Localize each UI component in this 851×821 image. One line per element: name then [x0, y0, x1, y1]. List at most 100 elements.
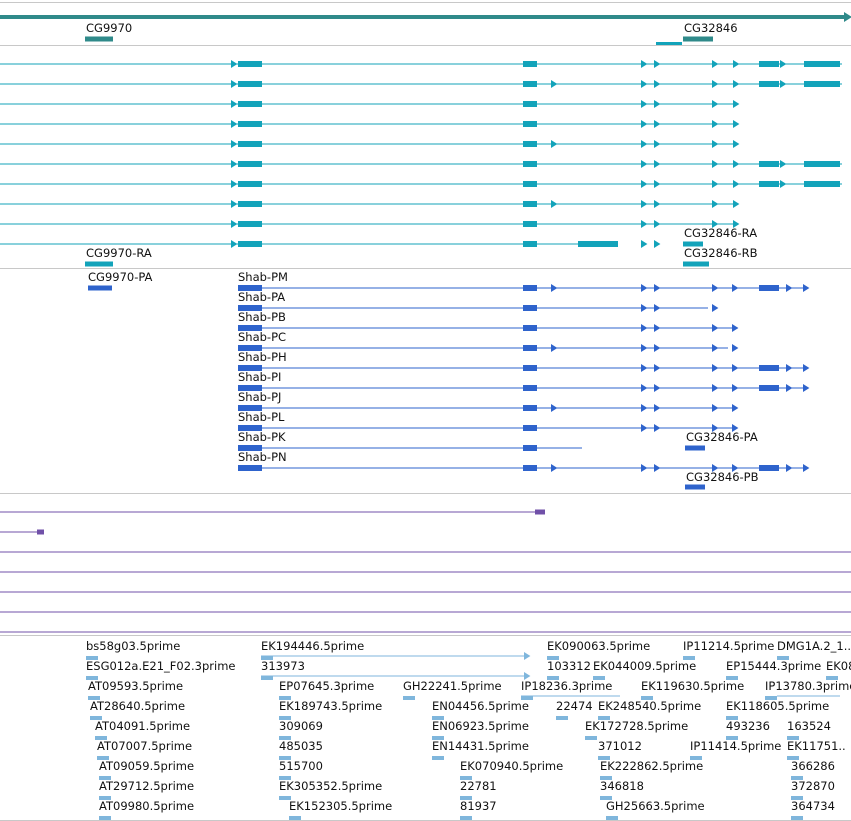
- est-feature[interactable]: [726, 736, 738, 740]
- protein-strand-arrow[interactable]: [786, 364, 793, 372]
- mrna-strand-arrow[interactable]: [654, 140, 661, 148]
- protein-exon[interactable]: [523, 325, 537, 331]
- protein-strand-arrow[interactable]: [641, 344, 648, 352]
- est-feature[interactable]: [777, 656, 789, 660]
- mrna-strand-arrow[interactable]: [231, 160, 238, 168]
- est-feature[interactable]: [86, 676, 98, 680]
- est-feature[interactable]: [261, 676, 273, 680]
- mrna-strand-arrow[interactable]: [712, 140, 719, 148]
- est-feature[interactable]: [460, 796, 472, 800]
- gene-strand-arrow[interactable]: [844, 12, 851, 22]
- protein-strand-arrow[interactable]: [641, 404, 648, 412]
- mrna-strand-arrow[interactable]: [654, 200, 661, 208]
- protein-strand-arrow[interactable]: [786, 284, 793, 292]
- est-feature[interactable]: [432, 736, 444, 740]
- mrna-strand-arrow[interactable]: [231, 100, 238, 108]
- protein-exon[interactable]: [238, 325, 262, 331]
- est-feature[interactable]: [547, 676, 559, 680]
- protein-exon[interactable]: [238, 445, 262, 451]
- protein-exon[interactable]: [759, 285, 779, 291]
- est-feature[interactable]: [556, 716, 568, 720]
- mrna-strand-arrow[interactable]: [654, 120, 661, 128]
- protein-strand-arrow[interactable]: [654, 424, 661, 432]
- mrna-exon[interactable]: [523, 101, 537, 107]
- mrna-strand-arrow[interactable]: [712, 60, 719, 68]
- mrna-exon[interactable]: [759, 161, 779, 167]
- protein-strand-arrow[interactable]: [732, 464, 739, 472]
- protein-strand-arrow[interactable]: [712, 344, 719, 352]
- mrna-strand-arrow[interactable]: [641, 100, 648, 108]
- protein-strand-arrow[interactable]: [803, 464, 810, 472]
- protein-strand-arrow[interactable]: [732, 424, 739, 432]
- mrna-strand-arrow[interactable]: [780, 60, 787, 68]
- mrna-exon[interactable]: [523, 241, 537, 247]
- mrna-exon[interactable]: [759, 181, 779, 187]
- est-feature[interactable]: [86, 656, 98, 660]
- est-feature[interactable]: [261, 656, 273, 660]
- protein-strand-arrow[interactable]: [803, 364, 810, 372]
- mrna-strand-arrow[interactable]: [712, 180, 719, 188]
- protein-strand-arrow[interactable]: [712, 424, 719, 432]
- protein-strand-arrow[interactable]: [641, 324, 648, 332]
- est-strand-arrow[interactable]: [524, 672, 531, 680]
- protein-strand-arrow[interactable]: [641, 284, 648, 292]
- mrna-strand-arrow[interactable]: [733, 220, 740, 228]
- mrna-strand-arrow[interactable]: [551, 140, 558, 148]
- protein-strand-arrow[interactable]: [732, 364, 739, 372]
- protein-strand-arrow[interactable]: [641, 424, 648, 432]
- est-feature[interactable]: [279, 756, 291, 760]
- protein-exon[interactable]: [238, 345, 262, 351]
- protein-strand-arrow[interactable]: [654, 384, 661, 392]
- mrna-exon[interactable]: [523, 81, 537, 87]
- protein-strand-arrow[interactable]: [712, 404, 719, 412]
- protein-strand-arrow[interactable]: [551, 464, 558, 472]
- mrna-strand-arrow[interactable]: [654, 100, 661, 108]
- protein-exon[interactable]: [238, 385, 262, 391]
- protein-strand-arrow[interactable]: [712, 284, 719, 292]
- mrna-strand-arrow[interactable]: [641, 200, 648, 208]
- mrna-strand-arrow[interactable]: [231, 140, 238, 148]
- est-feature[interactable]: [787, 756, 799, 760]
- protein-exon[interactable]: [238, 285, 262, 291]
- est-feature[interactable]: [90, 716, 102, 720]
- mrna-strand-arrow[interactable]: [733, 200, 740, 208]
- protein-exon[interactable]: [759, 365, 779, 371]
- est-feature[interactable]: [460, 816, 472, 820]
- mrna-strand-arrow[interactable]: [712, 200, 719, 208]
- est-feature[interactable]: [683, 656, 695, 660]
- protein-strand-arrow[interactable]: [551, 344, 558, 352]
- mrna-strand-arrow[interactable]: [654, 220, 661, 228]
- est-feature[interactable]: [726, 676, 738, 680]
- protein-strand-arrow[interactable]: [732, 404, 739, 412]
- est-feature[interactable]: [606, 816, 618, 820]
- protein-exon[interactable]: [523, 425, 537, 431]
- protein-exon[interactable]: [523, 365, 537, 371]
- est-feature[interactable]: [593, 676, 605, 680]
- protein-feature-cg32846-pa[interactable]: [685, 445, 705, 451]
- protein-exon[interactable]: [523, 405, 537, 411]
- mrna-strand-arrow[interactable]: [712, 80, 719, 88]
- est-feature[interactable]: [88, 696, 100, 700]
- est-feature[interactable]: [521, 696, 533, 700]
- mrna-strand-arrow[interactable]: [231, 240, 238, 248]
- mrna-feature-cg32846-rb[interactable]: [683, 261, 709, 267]
- protein-exon[interactable]: [238, 405, 262, 411]
- mrna-exon[interactable]: [238, 241, 262, 247]
- protein-feature-cg32846-pb[interactable]: [685, 484, 705, 490]
- mrna-strand-arrow[interactable]: [780, 80, 787, 88]
- protein-exon[interactable]: [523, 465, 537, 471]
- protein-exon[interactable]: [523, 305, 537, 311]
- est-feature[interactable]: [99, 816, 111, 820]
- est-feature[interactable]: [279, 716, 291, 720]
- est-feature[interactable]: [432, 756, 444, 760]
- mrna-strand-arrow[interactable]: [654, 80, 661, 88]
- mrna-strand-arrow[interactable]: [733, 160, 740, 168]
- protein-exon[interactable]: [238, 305, 262, 311]
- protein-strand-arrow[interactable]: [654, 344, 661, 352]
- mrna-strand-arrow[interactable]: [641, 120, 648, 128]
- mrna-exon[interactable]: [804, 81, 840, 87]
- est-feature[interactable]: [97, 756, 109, 760]
- mrna-strand-arrow[interactable]: [231, 80, 238, 88]
- mrna-strand-arrow[interactable]: [641, 220, 648, 228]
- est-feature[interactable]: [547, 656, 559, 660]
